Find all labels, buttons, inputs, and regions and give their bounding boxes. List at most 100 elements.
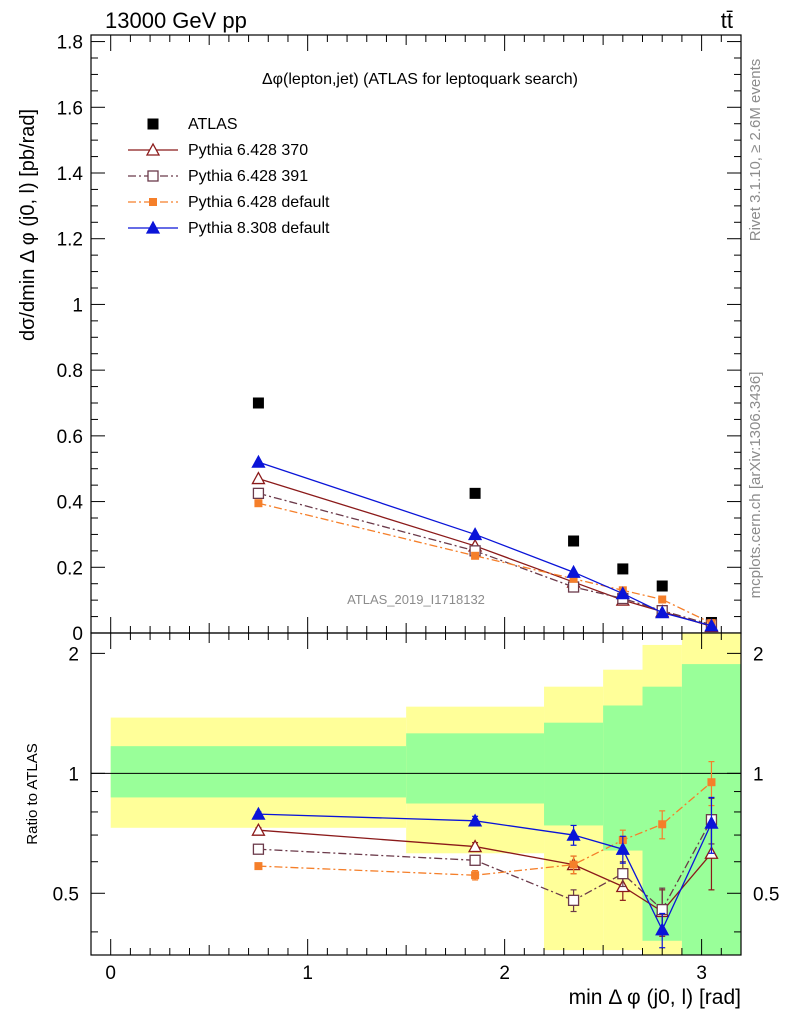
series-pythia-6-428-default: [254, 499, 716, 628]
ratio-point: [566, 827, 581, 841]
series-pythia-8-308-default: [251, 454, 719, 632]
x-tick-label: 1: [302, 963, 313, 984]
ratio-y-axis: 0.5 0.5 1 1 2 2: [53, 644, 779, 933]
data-point: [656, 580, 668, 592]
legend-marker: [149, 198, 157, 206]
series-pythia-6-428-370: [251, 471, 719, 633]
data-point: [252, 397, 264, 409]
ratio-point: [251, 806, 266, 820]
ratio-y-tick-label-right: 1: [753, 764, 764, 785]
ratio-point: [655, 922, 670, 936]
data-point: [252, 487, 265, 500]
data-point: [615, 586, 630, 600]
data-point: [566, 564, 581, 578]
legend: ATLAS Pythia 6.428 370 Pythia 6.428 391 Pyt…: [128, 116, 330, 237]
ratio-series: [251, 761, 719, 949]
ratio-point: [615, 841, 630, 855]
main-y-tick-label: 1.8: [57, 33, 83, 54]
green-band: [406, 733, 545, 804]
ratio-point: [251, 822, 266, 836]
x-tick-label: 0: [105, 963, 116, 984]
main-y-tick-label: 0.2: [57, 558, 83, 579]
main-y-tick-label: 0: [72, 624, 83, 645]
ratio-y-tick-label-right: 2: [753, 644, 764, 665]
legend-marker: [147, 170, 159, 182]
data-point: [568, 535, 580, 547]
analysis-watermark: ATLAS_2019_I1718132: [347, 592, 485, 607]
main-y-tick-label: 1.6: [57, 98, 83, 119]
ratio-y-tick-label: 1: [68, 764, 79, 785]
energy-label: 13000 GeV pp: [105, 8, 247, 33]
series-line: [258, 461, 712, 627]
ratio-line: [258, 829, 712, 913]
data-point: [569, 574, 578, 583]
mcplots-label: mcplots.cern.ch [arXiv:1306.3436]: [747, 372, 764, 599]
main-y-tick-label: 1: [72, 295, 83, 316]
legend-label: Pythia 6.428 default: [188, 194, 330, 211]
main-y-label: dσ/dmin Δ φ (j0, l) [pb/rad]: [17, 109, 39, 341]
legend-label: Pythia 6.428 370: [188, 142, 308, 159]
ratio-pythia-8-308-default: [251, 796, 719, 949]
ratio-panel: 0.5 0.5 1 1 2 2 0 1 2 3 Ratio to ATLAS min Δ φ (…: [24, 632, 779, 1009]
main-y-tick-label: 0.4: [57, 493, 84, 514]
ratio-x-axis: 0 1 2 3: [90, 633, 742, 984]
series-atlas: [252, 397, 717, 628]
data-point: [567, 581, 580, 593]
main-y-tick-label: 0.8: [57, 361, 83, 382]
main-x-axis-ticks: [90, 35, 742, 633]
ratio-point: [467, 813, 483, 827]
ratio-point: [467, 839, 483, 853]
ratio-y-tick-label: 2: [68, 644, 79, 665]
green-band: [110, 746, 407, 798]
series-line: [258, 477, 712, 628]
series-line: [258, 492, 712, 626]
series-pythia-6-428-391: [252, 487, 718, 631]
uncertainty-bands: [110, 633, 741, 955]
main-series: [251, 397, 719, 633]
main-y-tick-label: 0.6: [57, 427, 83, 448]
data-point: [655, 605, 670, 619]
legend-entry: ATLAS: [147, 116, 238, 133]
data-point: [251, 471, 266, 485]
ratio-point: [569, 860, 578, 869]
legend-marker: [147, 118, 159, 130]
ratio-point: [617, 868, 629, 880]
ratio-frame: [90, 632, 742, 956]
rivet-label: Rivet 3.1.10, ≥ 2.6M events: [747, 59, 764, 242]
ratio-line: [258, 781, 712, 876]
green-band: [544, 722, 604, 826]
ratio-y-tick-label: 0.5: [53, 884, 79, 905]
main-y-tick-label: 1.4: [57, 164, 84, 185]
green-band: [603, 705, 643, 851]
legend-entry: Pythia 8.308 default: [128, 220, 330, 237]
data-point: [471, 551, 480, 560]
data-point: [617, 563, 629, 575]
data-point: [704, 618, 719, 632]
ratio-line: [258, 819, 713, 911]
legend-entry: Pythia 6.428 default: [128, 194, 330, 211]
data-point: [251, 454, 266, 468]
ratio-point: [567, 894, 580, 906]
chart-title: Δφ(lepton,jet) (ATLAS for leptoquark sea…: [262, 71, 578, 88]
ratio-point: [254, 862, 263, 871]
ratio-point: [252, 843, 265, 855]
data-point: [469, 487, 481, 499]
legend-entry: Pythia 6.428 391: [128, 168, 308, 185]
ratio-y-label: Ratio to ATLAS: [24, 743, 41, 844]
data-point: [658, 595, 667, 604]
main-panel: 0 0.2 0.4 0.6 0.8 1 1.2 1.4 1.6 1.8 Δφ(lepton,jet…: [17, 33, 742, 645]
ratio-point: [471, 871, 480, 880]
main-y-axis: 0 0.2 0.4 0.6 0.8 1 1.2 1.4 1.6 1.8: [57, 33, 741, 645]
legend-label: Pythia 8.308 default: [188, 220, 330, 237]
process-label: tt̄: [721, 8, 733, 33]
legend-entry: Pythia 6.428 370: [128, 142, 308, 159]
legend-marker: [145, 142, 161, 156]
x-tick-label: 3: [696, 963, 707, 984]
main-y-tick-label: 1.2: [57, 230, 83, 251]
ratio-point: [658, 820, 667, 829]
legend-label: Pythia 6.428 391: [188, 168, 308, 185]
legend-marker: [145, 220, 161, 234]
data-point: [254, 499, 263, 508]
ratio-line: [258, 813, 713, 932]
